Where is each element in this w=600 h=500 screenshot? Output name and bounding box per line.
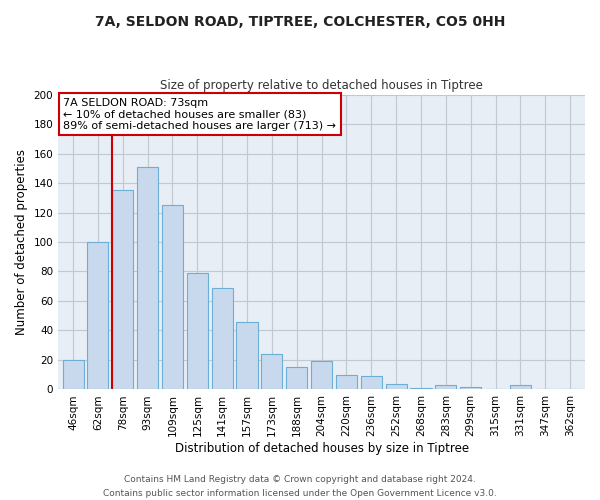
Bar [137, 167, 158, 390]
Y-axis label: Number of detached properties: Number of detached properties [15, 149, 28, 335]
Bar [62, 360, 83, 390]
Bar [162, 205, 183, 390]
Bar [262, 354, 283, 390]
Bar [212, 288, 233, 390]
Text: 7A SELDON ROAD: 73sqm
← 10% of detached houses are smaller (83)
89% of semi-deta: 7A SELDON ROAD: 73sqm ← 10% of detached … [64, 98, 337, 130]
Bar [311, 362, 332, 390]
Bar [386, 384, 407, 390]
Bar [336, 374, 357, 390]
Bar [460, 386, 481, 390]
Bar [435, 385, 457, 390]
Bar [510, 385, 531, 390]
Bar [88, 242, 109, 390]
Bar [112, 190, 133, 390]
Bar [187, 273, 208, 390]
Text: 7A, SELDON ROAD, TIPTREE, COLCHESTER, CO5 0HH: 7A, SELDON ROAD, TIPTREE, COLCHESTER, CO… [95, 15, 505, 29]
Bar [410, 388, 431, 390]
Text: Contains HM Land Registry data © Crown copyright and database right 2024.
Contai: Contains HM Land Registry data © Crown c… [103, 476, 497, 498]
Bar [361, 376, 382, 390]
Title: Size of property relative to detached houses in Tiptree: Size of property relative to detached ho… [160, 79, 483, 92]
X-axis label: Distribution of detached houses by size in Tiptree: Distribution of detached houses by size … [175, 442, 469, 455]
Bar [286, 368, 307, 390]
Bar [236, 322, 257, 390]
